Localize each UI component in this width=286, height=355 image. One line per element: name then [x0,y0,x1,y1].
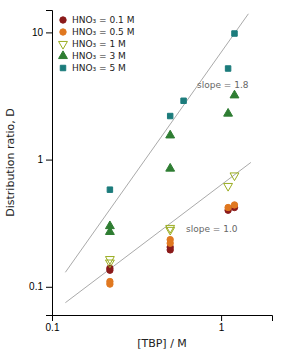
data-point [181,98,186,103]
y-tick: 10 [32,27,52,38]
y-tick: 1 [37,154,52,165]
y-axis-line [46,11,53,316]
x-tick-mark [221,315,222,321]
legend-item: HNO₃ = 0.1 M [60,15,135,25]
x-axis-title: [TBP] / M [137,337,187,350]
data-point [107,187,112,192]
legend-symbol [59,41,68,49]
x-axis: 0.11 [46,315,273,333]
legend-symbol [60,65,65,70]
x-tick-label: 0.1 [46,322,60,333]
x-axis-line [53,316,273,322]
series [107,202,238,288]
legend-item: HNO₃ = 1 M [59,39,126,50]
legend: HNO₃ = 0.1 M HNO₃ = 0.5 M HNO₃ = 1 M HNO₃ =… [59,15,135,73]
legend-item: HNO₃ = 0.5 M [60,27,135,37]
series [105,173,238,268]
data-point [107,278,113,284]
y-axis-title: Distribution ratio, D [4,108,17,217]
y-axis: 0.1 1 10 [29,11,52,316]
series [107,204,238,273]
data-point [230,90,239,98]
legend-label: HNO₃ = 1 M [72,39,126,49]
y-tick-mark [46,287,52,288]
data-point [230,173,239,181]
legend-label: HNO₃ = 5 M [72,63,126,73]
data-point [166,130,175,138]
legend-symbol [59,51,68,59]
data-point [225,204,231,210]
legend-label: HNO₃ = 0.1 M [72,15,134,25]
x-tick-label: 1 [219,322,225,333]
legend-symbol [60,29,66,35]
data-point [105,257,114,265]
chart: 0.110.1110[TBP] / MDistribution ratio, D… [0,0,286,355]
y-tick-mark [46,160,52,161]
legend-label: HNO₃ = 0.5 M [72,27,134,37]
y-tick-label: 0.1 [29,281,43,292]
data-point [224,108,233,116]
x-tick: 0.1 [46,315,60,333]
data-point [225,66,230,71]
data-point [231,202,237,208]
data-point [105,221,114,229]
annotation: slope = 1.8 [197,80,249,90]
y-tick-mark [46,32,52,33]
y-tick-label: 10 [32,27,44,38]
reference-line [65,14,248,272]
legend-label: HNO₃ = 3 M [72,51,126,61]
data-point [232,31,237,36]
legend-item: HNO₃ = 5 M [60,63,126,73]
data-point [166,225,175,233]
data-point [167,236,173,242]
data-point [224,183,233,191]
legend-item: HNO₃ = 3 M [59,51,126,61]
series [105,90,238,234]
x-tick: 1 [219,315,225,333]
data-point [166,163,175,171]
y-tick-label: 1 [37,154,43,165]
legend-symbol [60,17,66,23]
y-tick: 0.1 [29,281,52,292]
annotation: slope = 1.0 [186,224,238,234]
plot-area [65,14,250,303]
series [107,31,237,193]
data-point [167,113,172,118]
